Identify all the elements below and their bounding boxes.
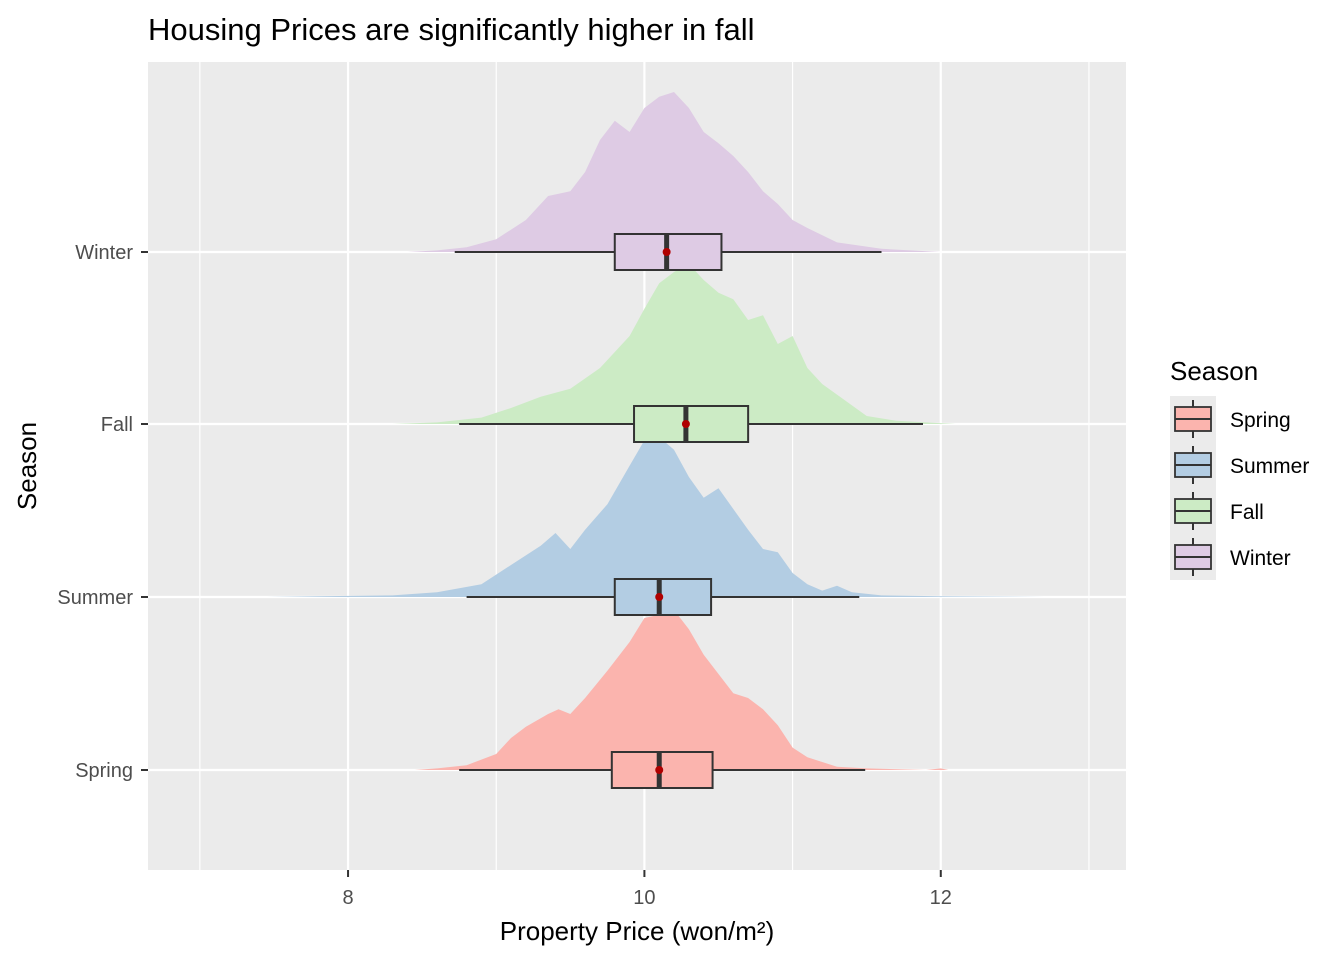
boxplot-fall [459,405,923,443]
boxplots [454,233,923,789]
legend-item-summer: Summer [1170,442,1309,488]
density-cloud-winter [407,92,941,252]
box-fall [633,405,750,443]
x-tick-label-10: 10 [633,887,655,909]
density-cloud-summer [266,437,1045,597]
y-axis: Spring Summer Fall Winter [57,242,148,782]
boxplot-spring [459,751,866,789]
boxplot-summer [466,578,860,616]
y-tick-label-fall: Fall [101,414,133,436]
legend-label-spring: Spring [1230,409,1291,432]
mean-point-fall [681,420,690,428]
boxplot-winter [454,233,882,271]
legend-item-winter: Winter [1170,534,1291,580]
grid-minor [199,62,1090,870]
legend-label-fall: Fall [1230,501,1264,524]
density-clouds [266,92,1045,770]
x-axis-title: Property Price (won/m²) [500,916,775,946]
x-tick-label-12: 12 [930,887,952,909]
legend-label-summer: Summer [1230,455,1309,478]
y-axis-title: Season [12,422,42,510]
mean-point-winter [662,248,671,256]
x-axis: 8 10 12 [342,870,952,909]
legend-item-fall: Fall [1170,488,1264,534]
density-cloud-spring [414,610,949,770]
y-tick-label-winter: Winter [75,242,133,264]
mean-point-summer [655,593,664,601]
chart-title: Housing Prices are significantly higher … [148,12,755,47]
legend-label-winter: Winter [1230,547,1291,570]
y-tick-label-summer: Summer [57,587,133,609]
y-tick-label-spring: Spring [75,760,133,782]
density-cloud-fall [392,264,956,424]
legend: Season Spring Summer Fall Winter [1170,356,1309,580]
legend-item-spring: Spring [1170,396,1291,442]
legend-title: Season [1170,356,1258,386]
mean-point-spring [655,766,664,774]
x-tick-label-8: 8 [342,887,353,909]
